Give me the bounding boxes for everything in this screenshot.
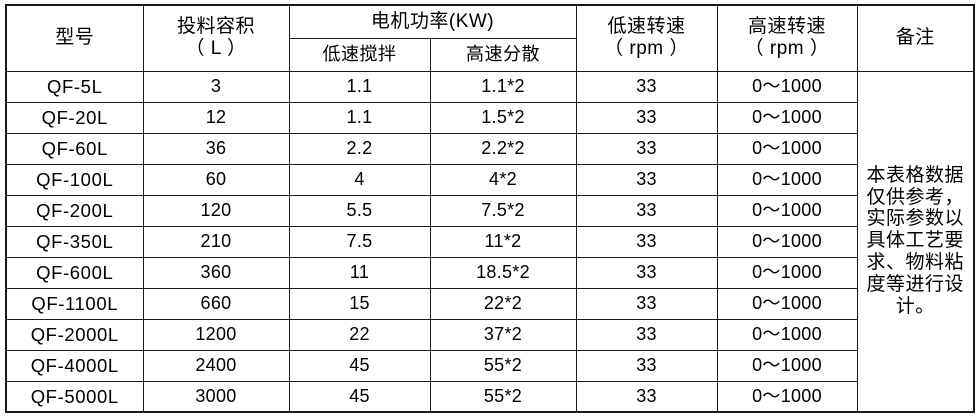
column-header-remarks: 备注 — [856, 4, 975, 72]
cell-power-high: 1.1*2 — [429, 70, 577, 103]
cell-volume: 12 — [142, 101, 290, 134]
cell-speed-high: 0～1000 — [716, 287, 858, 320]
cell-volume: 3 — [142, 70, 290, 103]
cell-power-high: 2.2*2 — [429, 132, 577, 165]
cell-model: QF-1100L — [5, 287, 144, 320]
cell-volume: 360 — [142, 256, 290, 289]
cell-volume: 2400 — [142, 349, 290, 382]
table-row: QF-1100L 660 15 22*2 33 0～1000 — [5, 287, 974, 320]
table-body: QF-5L 3 1.1 1.1*2 33 0～1000 本表格数据仅供参考，实际参数以具体工… — [5, 70, 975, 413]
cell-power-low: 4 — [288, 163, 431, 196]
column-header-low-speed-line2: （ rpm ） — [604, 38, 689, 60]
cell-model: QF-20L — [5, 101, 144, 134]
cell-power-low: 22 — [288, 318, 431, 351]
cell-speed-high: 0～1000 — [716, 256, 858, 289]
cell-speed-low: 33 — [575, 163, 718, 196]
cell-power-low: 5.5 — [288, 194, 431, 227]
cell-power-low: 2.2 — [288, 132, 431, 165]
table-header: 型号 投料容积 （ L ） 电机功率(KW) 低速转速 （ rpm ） 高速转速… — [5, 4, 975, 72]
cell-speed-low: 33 — [575, 70, 718, 103]
cell-model: QF-600L — [5, 256, 144, 289]
cell-power-low: 1.1 — [288, 101, 431, 134]
cell-model: QF-5L — [5, 70, 144, 103]
column-header-volume: 投料容积 （ L ） — [142, 4, 290, 72]
cell-speed-high: 0～1000 — [716, 194, 858, 227]
table-row: QF-2000L 1200 22 37*2 33 0～1000 — [5, 318, 974, 351]
cell-speed-low: 33 — [575, 132, 718, 165]
cell-power-high: 1.5*2 — [429, 101, 577, 134]
column-header-high-speed-line1: 高速转速 — [748, 16, 827, 38]
cell-power-high: 18.5*2 — [429, 256, 577, 289]
cell-power-low: 7.5 — [288, 225, 431, 258]
column-header-low-speed-line1: 低速转速 — [607, 16, 686, 38]
cell-power-low: 15 — [288, 287, 431, 320]
cell-power-high: 37*2 — [429, 318, 577, 351]
cell-speed-high: 0～1000 — [716, 225, 858, 258]
cell-speed-high: 0～1000 — [716, 132, 858, 165]
table-row: QF-20L 12 1.1 1.5*2 33 0～1000 — [5, 101, 974, 134]
cell-speed-low: 33 — [575, 349, 718, 382]
cell-volume: 36 — [142, 132, 290, 165]
column-header-high-speed-line2: （ rpm ） — [744, 38, 830, 60]
header-row-secondary: 低速搅拌 高速分散 — [6, 37, 974, 72]
table-row: QF-600L 360 11 18.5*2 33 0～1000 — [5, 256, 974, 289]
column-header-volume-line2: （ L ） — [185, 38, 247, 60]
cell-power-low: 11 — [288, 256, 431, 289]
cell-volume: 1200 — [142, 318, 290, 351]
specification-table: 型号 投料容积 （ L ） 电机功率(KW) 低速转速 （ rpm ） 高速转速… — [5, 4, 976, 413]
cell-speed-high: 0～1000 — [716, 349, 858, 382]
table-row: QF-60L 36 2.2 2.2*2 33 0～1000 — [5, 132, 974, 165]
cell-model: QF-350L — [5, 225, 144, 258]
column-header-model: 型号 — [5, 4, 144, 72]
cell-power-high: 22*2 — [429, 287, 577, 320]
cell-speed-low: 33 — [575, 256, 718, 289]
header-row-primary: 型号 投料容积 （ L ） 电机功率(KW) 低速转速 （ rpm ） 高速转速… — [5, 4, 975, 72]
cell-model: QF-2000L — [5, 318, 144, 351]
cell-power-low: 1.1 — [288, 70, 431, 103]
cell-model: QF-5000L — [5, 380, 144, 413]
cell-speed-low: 33 — [575, 287, 718, 320]
cell-power-high: 4*2 — [429, 163, 577, 196]
column-header-volume-line1: 投料容积 — [176, 16, 255, 38]
remarks-cell: 本表格数据仅供参考，实际参数以具体工艺要求、物料粘度等进行设计。 — [856, 70, 975, 413]
cell-speed-high: 0～1000 — [716, 380, 858, 413]
column-header-high-speed: 高速转速 （ rpm ） — [716, 4, 858, 72]
cell-volume: 3000 — [142, 380, 290, 413]
cell-speed-low: 33 — [575, 225, 718, 258]
cell-power-low: 45 — [288, 349, 431, 382]
cell-model: QF-60L — [5, 132, 144, 165]
table-row: QF-5L 3 1.1 1.1*2 33 0～1000 本表格数据仅供参考，实际参数以具体工… — [5, 70, 975, 413]
cell-speed-high: 0～1000 — [716, 101, 858, 134]
cell-volume: 120 — [142, 194, 290, 227]
cell-power-high: 11*2 — [429, 225, 577, 258]
table-row: QF-100L 60 4 4*2 33 0～1000 — [5, 163, 974, 196]
cell-speed-high: 0～1000 — [716, 70, 858, 103]
table-row: QF-200L 120 5.5 7.5*2 33 0～1000 — [5, 194, 974, 227]
cell-speed-high: 0～1000 — [716, 163, 858, 196]
cell-volume: 660 — [142, 287, 290, 320]
cell-model: QF-100L — [5, 163, 144, 196]
cell-power-low: 45 — [288, 380, 431, 413]
column-header-motor-power-low: 低速搅拌 — [288, 37, 431, 72]
table-row: QF-4000L 2400 45 55*2 33 0～1000 — [5, 349, 974, 382]
column-header-motor-power-high: 高速分散 — [429, 37, 577, 72]
cell-power-high: 55*2 — [429, 380, 577, 413]
cell-volume: 210 — [142, 225, 290, 258]
cell-power-high: 55*2 — [429, 349, 577, 382]
cell-power-high: 7.5*2 — [429, 194, 577, 227]
cell-speed-low: 33 — [575, 380, 718, 413]
column-header-low-speed: 低速转速 （ rpm ） — [575, 4, 718, 72]
table-row: QF-5000L 3000 45 55*2 33 0～1000 — [5, 380, 974, 413]
cell-volume: 60 — [142, 163, 290, 196]
cell-speed-low: 33 — [575, 101, 718, 134]
column-header-motor-power: 电机功率(KW) — [288, 4, 577, 39]
cell-model: QF-200L — [5, 194, 144, 227]
table-row: QF-350L 210 7.5 11*2 33 0～1000 — [5, 225, 974, 258]
cell-speed-low: 33 — [575, 194, 718, 227]
cell-model: QF-4000L — [5, 349, 144, 382]
cell-speed-low: 33 — [575, 318, 718, 351]
cell-speed-high: 0～1000 — [716, 318, 858, 351]
